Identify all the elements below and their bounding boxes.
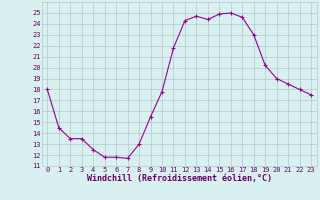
X-axis label: Windchill (Refroidissement éolien,°C): Windchill (Refroidissement éolien,°C)	[87, 174, 272, 183]
